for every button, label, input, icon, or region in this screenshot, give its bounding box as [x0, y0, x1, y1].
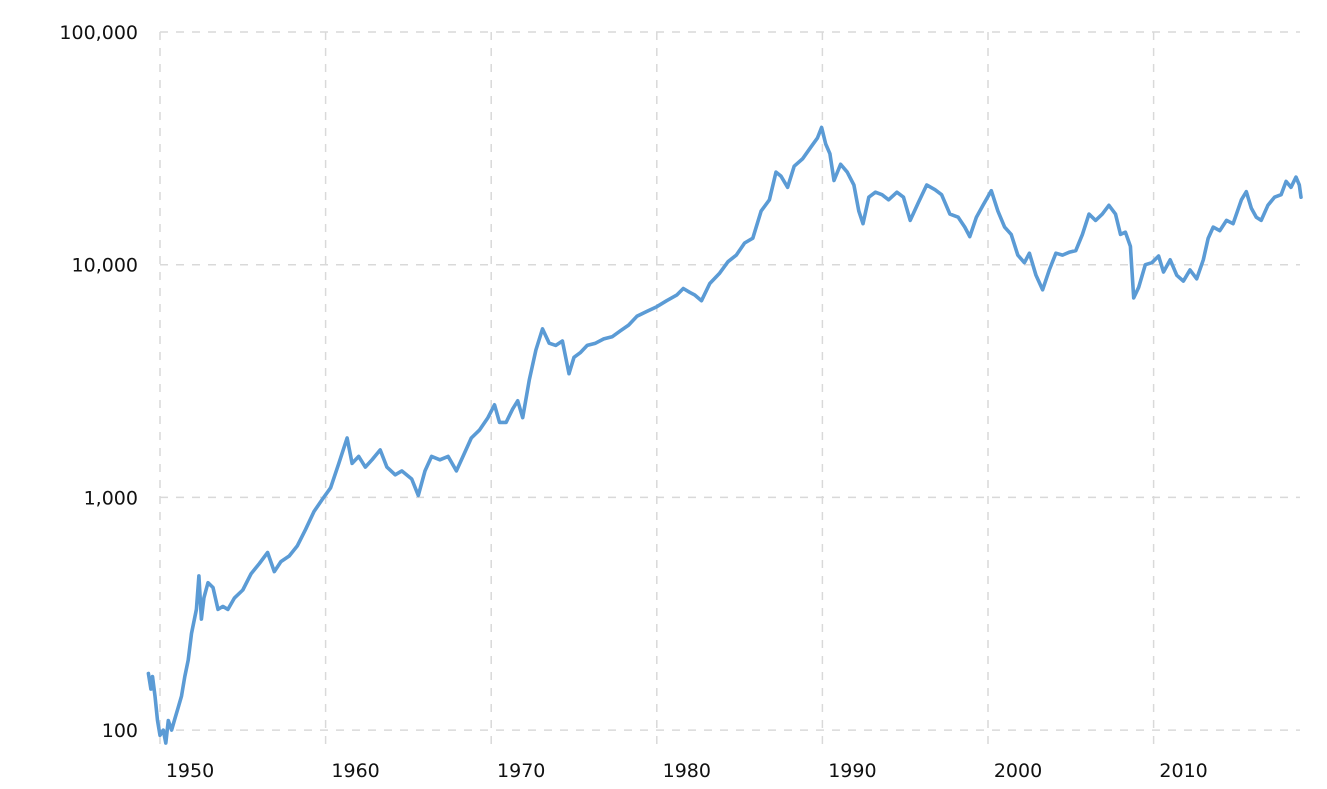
- x-tick-label: 1960: [331, 760, 379, 782]
- x-axis-labels: 1950 1960 1970 1980 1990 2000 2010: [166, 760, 1208, 782]
- y-tick-label: 10,000: [72, 255, 138, 277]
- y-tick-label: 100: [102, 720, 138, 742]
- index-line-series: [146, 125, 1303, 745]
- x-tick-label: 1950: [166, 760, 214, 782]
- x-tick-label: 2010: [1159, 760, 1207, 782]
- x-tick-label: 1970: [497, 760, 545, 782]
- y-tick-label: 1,000: [84, 487, 138, 509]
- x-tick-label: 2000: [994, 760, 1042, 782]
- x-tick-label: 1990: [828, 760, 876, 782]
- y-tick-label: 100,000: [59, 22, 138, 44]
- gridlines: [159, 31, 1300, 746]
- x-tick-label: 1980: [663, 760, 711, 782]
- y-axis-labels: 100,000 10,000 1,000 100: [59, 22, 138, 742]
